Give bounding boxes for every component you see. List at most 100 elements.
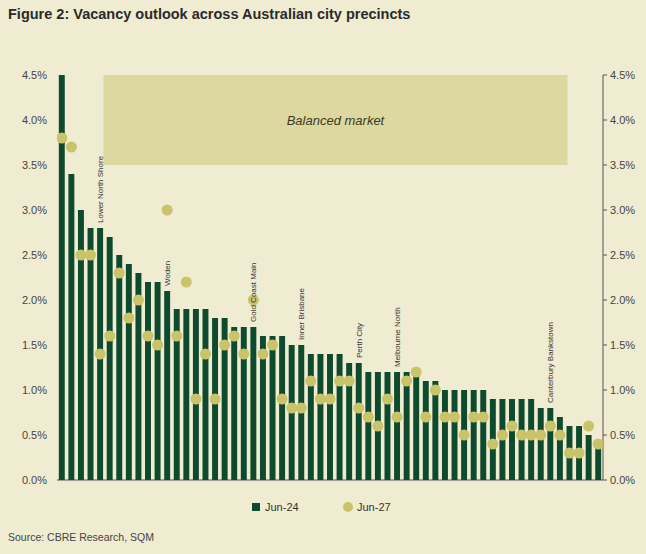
point (353, 403, 364, 414)
point (219, 340, 230, 351)
point (382, 394, 393, 405)
y-tick-label-right: 4.0% (610, 114, 635, 126)
title: Figure 2: Vacancy outlook across Austral… (8, 6, 410, 22)
y-axis-right (603, 75, 604, 480)
point (449, 412, 460, 423)
y-tick-label: 1.5% (22, 339, 47, 351)
point (439, 412, 450, 423)
chart: Figure 2: Vacancy outlook across Austral… (0, 0, 646, 554)
bar (432, 381, 438, 480)
y-tick (603, 75, 607, 76)
bar (116, 255, 122, 480)
bar (231, 327, 237, 480)
point (334, 376, 345, 387)
bar (557, 417, 563, 480)
y-tick (603, 480, 607, 481)
point (57, 133, 67, 144)
bar (317, 354, 323, 480)
bar (270, 336, 276, 480)
point (114, 268, 125, 279)
bar (126, 264, 132, 480)
y-tick-label-right: 0.5% (610, 429, 635, 441)
point (344, 376, 355, 387)
y-tick (603, 255, 607, 256)
y-tick (603, 120, 607, 121)
point (430, 385, 441, 396)
band (103, 75, 567, 165)
category-label: Gold Coast Main (249, 262, 258, 322)
y-tick-label-right: 4.5% (610, 69, 635, 81)
point (526, 430, 537, 441)
y-tick-label: 1.0% (22, 384, 47, 396)
y-tick-label-right: 3.5% (610, 159, 635, 171)
point (162, 205, 173, 216)
bar (385, 372, 391, 480)
category-label: Perth City (355, 323, 364, 358)
bar (88, 228, 94, 480)
point (554, 430, 565, 441)
category-label: Lower North Shore (96, 155, 105, 223)
point (401, 376, 412, 387)
y-tick-label: 4.0% (22, 114, 47, 126)
category-label: Inner Brisbane (297, 287, 306, 340)
bar (327, 354, 333, 480)
legend-swatch (252, 503, 260, 511)
point (516, 430, 527, 441)
bar (155, 282, 161, 480)
category-label: Woden (163, 261, 172, 286)
y-tick-label-right: 1.5% (610, 339, 635, 351)
y-tick-label-right: 3.0% (610, 204, 635, 216)
bar (423, 381, 429, 480)
point (478, 412, 489, 423)
point (171, 331, 182, 342)
point (143, 331, 154, 342)
y-tick-label: 0.0% (22, 474, 47, 486)
point (574, 448, 585, 459)
point (487, 439, 498, 450)
y-tick (603, 435, 607, 436)
y-tick (603, 165, 607, 166)
point (66, 142, 77, 153)
bar (452, 390, 458, 480)
y-tick (603, 210, 607, 211)
bar (365, 372, 371, 480)
bar (509, 399, 515, 480)
point (75, 250, 86, 261)
point (535, 430, 546, 441)
y-tick-label: 2.5% (22, 249, 47, 261)
point (296, 403, 307, 414)
bar (250, 327, 256, 480)
bar (203, 309, 209, 480)
source: Source: CBRE Research, SQM (8, 531, 154, 543)
point (200, 349, 211, 360)
bar (586, 435, 592, 480)
point (190, 394, 201, 405)
bar (404, 372, 410, 480)
legend-swatch (343, 502, 353, 512)
point (545, 421, 556, 432)
point (363, 412, 374, 423)
point (286, 403, 297, 414)
bar (164, 291, 170, 480)
point (85, 250, 96, 261)
bar (107, 237, 113, 480)
bar (145, 282, 151, 480)
point (238, 349, 249, 360)
bar (337, 354, 343, 480)
point (392, 412, 403, 423)
point (229, 331, 240, 342)
y-tick (603, 390, 607, 391)
point (507, 421, 518, 432)
y-tick-label-right: 2.5% (610, 249, 635, 261)
point (133, 295, 144, 306)
point (420, 412, 431, 423)
y-tick-label: 3.0% (22, 204, 47, 216)
point (210, 394, 221, 405)
point (372, 421, 383, 432)
point (411, 367, 422, 378)
bar (183, 309, 189, 480)
y-tick-label: 4.5% (22, 69, 47, 81)
point (181, 277, 192, 288)
y-tick-label-right: 0.0% (610, 474, 635, 486)
bar (279, 336, 285, 480)
